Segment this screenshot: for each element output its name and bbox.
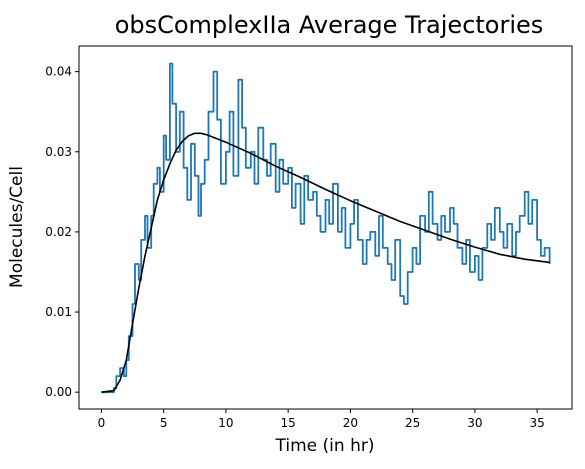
y-tick-label: 0.04: [45, 65, 72, 79]
x-axis-label: Time (in hr): [275, 436, 375, 456]
chart-title: obsComplexIIa Average Trajectories: [115, 11, 544, 39]
x-tick-label: 30: [467, 416, 482, 430]
x-tick-label: 25: [405, 416, 420, 430]
x-tick-label: 10: [218, 416, 233, 430]
y-tick-label: 0.00: [45, 385, 72, 399]
x-tick-label: 20: [343, 416, 358, 430]
x-tick-label: 35: [530, 416, 545, 430]
x-tick-label: 15: [281, 416, 296, 430]
y-axis-label: Molecules/Cell: [7, 166, 27, 288]
x-tick-label: 0: [98, 416, 106, 430]
y-tick-label: 0.03: [45, 145, 72, 159]
y-tick-label: 0.01: [45, 305, 72, 319]
x-tick-label: 5: [160, 416, 168, 430]
y-tick-label: 0.02: [45, 225, 72, 239]
